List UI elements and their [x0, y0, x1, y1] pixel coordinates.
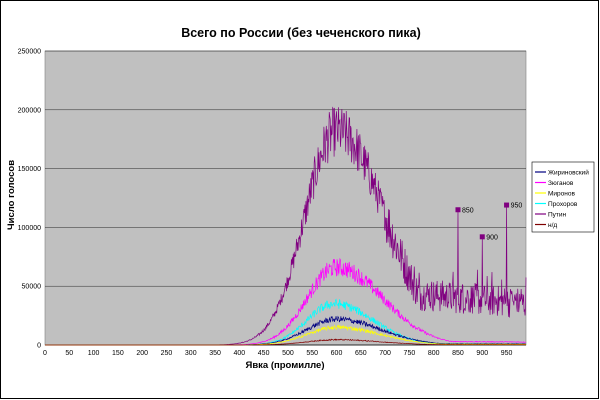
x-tick-label: 550 [306, 350, 318, 357]
x-tick-label: 800 [428, 350, 440, 357]
x-tick-label: 250 [161, 350, 173, 357]
y-tick-label: 200000 [18, 107, 41, 114]
y-tick-labels: 0 50000 100000 150000 200000 250000 [18, 49, 41, 350]
x-tick-label: 50 [65, 350, 73, 357]
annotations: 850 900 950 [455, 202, 523, 241]
legend-label: н/д [548, 222, 557, 229]
x-tick-label: 400 [233, 350, 245, 357]
annotation-marker [479, 234, 485, 240]
y-tick-label: 50000 [22, 284, 42, 291]
x-tick-label: 850 [452, 350, 464, 357]
x-tick-label: 100 [88, 350, 100, 357]
x-tick-label: 350 [209, 350, 221, 357]
annotation-marker [504, 202, 510, 208]
y-tick-label: 250000 [18, 49, 41, 56]
y-tick-label: 150000 [18, 166, 41, 173]
annotation-label: 950 [511, 203, 523, 210]
x-tick-label: 450 [258, 350, 270, 357]
x-tick-label: 700 [379, 350, 391, 357]
legend-box [531, 161, 595, 233]
x-tick-label: 200 [136, 350, 148, 357]
y-axis-label: Число голосов [6, 160, 17, 230]
x-tick-label: 600 [331, 350, 343, 357]
legend-label: Жириновский [548, 168, 589, 176]
y-tick-label: 0 [37, 343, 41, 350]
legend-label: Миронов [548, 190, 575, 197]
series-lines [45, 106, 527, 346]
x-tick-label: 0 [43, 350, 47, 357]
legend-label: Путин [548, 211, 567, 218]
x-tick-label: 750 [404, 350, 416, 357]
series-line-5 [45, 338, 526, 346]
x-tick-label: 650 [355, 350, 367, 357]
x-axis-label: Явка (промилле) [246, 360, 325, 371]
y-tick-label: 100000 [18, 225, 41, 232]
x-tick-label: 500 [282, 350, 294, 357]
legend-label: Зюганов [548, 180, 574, 187]
legend-label: Прохоров [548, 201, 578, 208]
x-tick-labels: 0 50 100 150 200 250 300 350 400 450 500 550 600 650 7… [43, 350, 512, 357]
legend-items: Жириновский Зюганов Миронов Прохоров Путин н/… [535, 168, 589, 229]
annotation-label: 850 [462, 207, 474, 214]
x-tick-label: 300 [185, 350, 197, 357]
legend: Жириновский Зюганов Миронов Прохоров Путин н/… [531, 161, 595, 233]
x-tick-label: 900 [476, 350, 488, 357]
annotation-marker [455, 207, 461, 213]
x-tick-label: 150 [112, 350, 124, 357]
chart-title: Всего по России (без чеченского пика) [181, 26, 421, 40]
x-tick-label: 950 [501, 350, 513, 357]
annotation-label: 900 [486, 234, 498, 241]
